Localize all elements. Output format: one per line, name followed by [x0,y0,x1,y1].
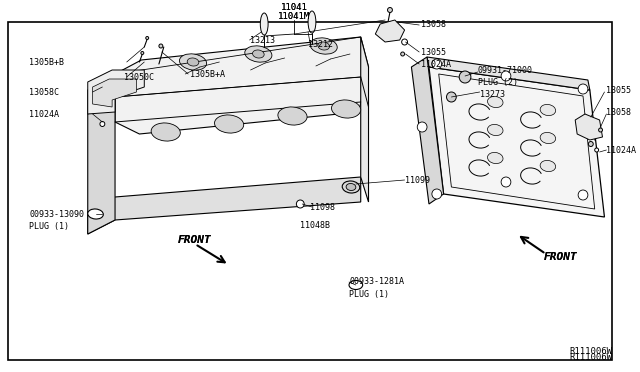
Text: 11024A: 11024A [29,109,60,119]
Text: 13055: 13055 [421,48,446,57]
Text: 13058: 13058 [421,19,446,29]
Circle shape [296,200,304,208]
Ellipse shape [540,160,556,171]
Text: 11024A: 11024A [607,145,636,154]
Ellipse shape [488,153,503,164]
Ellipse shape [278,107,307,125]
Text: 11041: 11041 [281,3,308,12]
Circle shape [501,177,511,187]
Circle shape [432,59,442,69]
Text: PLUG (2): PLUG (2) [477,77,518,87]
Polygon shape [115,37,369,134]
Text: 00933-13090: 00933-13090 [29,209,84,218]
Circle shape [578,190,588,200]
Text: 11098: 11098 [310,202,335,212]
Ellipse shape [349,280,363,289]
Ellipse shape [308,11,316,33]
Ellipse shape [244,46,272,62]
Circle shape [447,92,456,102]
Polygon shape [575,114,602,140]
Ellipse shape [595,148,598,152]
Text: 11024A: 11024A [421,60,451,68]
Ellipse shape [488,125,503,135]
Polygon shape [375,20,404,42]
Ellipse shape [318,42,330,50]
Circle shape [501,71,511,81]
Polygon shape [88,74,115,114]
Ellipse shape [260,13,268,35]
Circle shape [432,189,442,199]
Text: 11041: 11041 [281,3,308,12]
Text: 11041M: 11041M [278,12,310,20]
Circle shape [578,84,588,94]
Text: 13058C: 13058C [29,87,60,96]
Ellipse shape [151,123,180,141]
Ellipse shape [598,128,602,132]
Ellipse shape [388,7,392,13]
Polygon shape [88,70,144,114]
Ellipse shape [179,54,207,70]
Ellipse shape [346,183,356,190]
Ellipse shape [88,209,103,219]
Ellipse shape [402,39,408,45]
Text: 11048B: 11048B [300,221,330,230]
Text: 11099: 11099 [404,176,429,185]
Text: FRONT: FRONT [177,235,211,245]
Polygon shape [88,177,361,234]
Polygon shape [412,57,444,204]
Ellipse shape [253,50,264,58]
Ellipse shape [401,52,404,56]
Polygon shape [93,79,136,107]
Text: 1305B+B: 1305B+B [29,58,64,67]
Ellipse shape [214,115,244,133]
Ellipse shape [188,58,199,66]
Ellipse shape [146,36,148,39]
Text: PLUG (1): PLUG (1) [349,289,389,298]
Ellipse shape [342,181,360,193]
Ellipse shape [310,38,337,54]
Text: FRONT: FRONT [544,252,578,262]
Circle shape [459,71,471,83]
Polygon shape [429,67,604,217]
Circle shape [417,122,427,132]
Text: 00933-1281A: 00933-1281A [349,278,404,286]
Ellipse shape [159,44,163,48]
Text: FRONT: FRONT [177,235,211,245]
Text: 13273: 13273 [479,90,505,99]
Text: R111006W: R111006W [569,347,612,356]
Polygon shape [361,37,369,202]
Polygon shape [427,57,590,90]
Text: 1305B+A: 1305B+A [190,70,225,78]
Ellipse shape [540,132,556,144]
Text: 11041M: 11041M [278,12,310,20]
Text: 13058: 13058 [607,108,632,116]
Ellipse shape [141,51,144,55]
Polygon shape [88,97,115,234]
Text: FRONT: FRONT [544,252,578,262]
Ellipse shape [100,122,105,126]
Ellipse shape [540,105,556,116]
Text: 13212: 13212 [308,39,333,48]
Ellipse shape [588,141,593,147]
Text: R111006W: R111006W [569,353,612,362]
Text: 13055: 13055 [607,86,632,94]
Text: 13050C: 13050C [124,73,154,81]
Text: 13213: 13213 [250,35,275,45]
Ellipse shape [332,100,361,118]
Ellipse shape [488,96,503,108]
Text: 09931-71000: 09931-71000 [477,65,532,74]
Polygon shape [438,74,595,209]
Text: PLUG (1): PLUG (1) [29,221,69,231]
